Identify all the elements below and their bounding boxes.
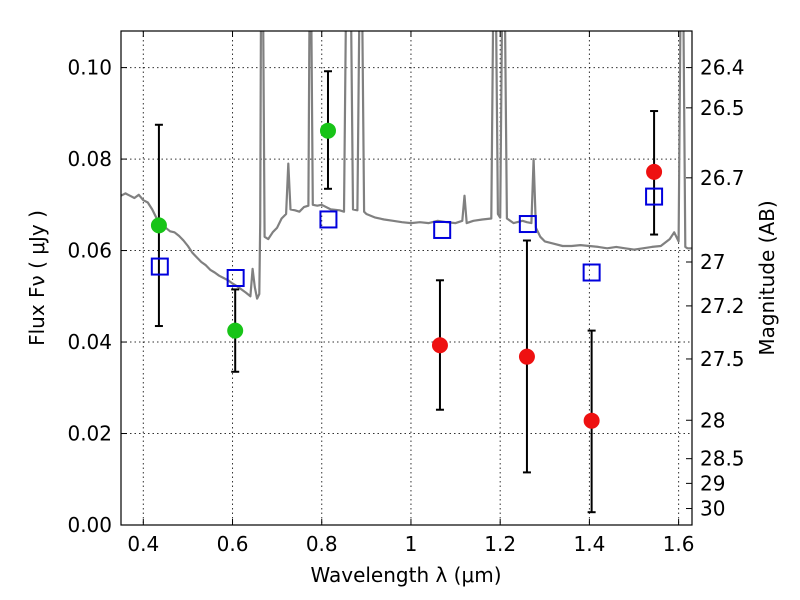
red-data-point (431, 337, 448, 354)
green-data-point (227, 322, 244, 339)
x-tick-label: 1.6 (663, 532, 695, 556)
y-tick-label: 0.08 (67, 147, 112, 171)
y2-axis-label: Magnitude (AB) (755, 200, 779, 355)
plot-frame (120, 30, 693, 526)
model-point (319, 210, 338, 229)
y2-tick-label: 28.5 (700, 447, 745, 471)
green-data-point (319, 122, 336, 139)
y2-tick-label: 28 (700, 408, 725, 432)
red-data-point (518, 348, 535, 365)
x-tick-label: 0.6 (217, 532, 249, 556)
y2-tick-label: 29 (700, 471, 725, 495)
red-data-point (646, 163, 663, 180)
y2-tick-label: 26.7 (700, 166, 745, 190)
axes: 0.4 0.6 0.8 1 1.2 1.4 1.6 0.00 0.02 0.04 0.06 0.08 0… (67, 31, 745, 556)
y2-tick-label: 26.4 (700, 56, 745, 80)
y-tick-label: 0.10 (67, 56, 112, 80)
y-tick-label: 0.06 (67, 239, 112, 263)
y2-tick-label: 26.5 (700, 96, 745, 120)
y-tick-label: 0.02 (67, 422, 112, 446)
x-axis-label: Wavelength λ (μm) (310, 563, 501, 587)
model-point (582, 263, 601, 282)
green-data-point (150, 217, 167, 234)
model-point (226, 269, 245, 287)
y2-tick-label: 27.2 (700, 294, 745, 318)
spectrum-layer (121, 31, 692, 300)
red-data-point (583, 412, 600, 429)
spectrum-line (121, 31, 692, 300)
x-tick-label: 1.4 (573, 532, 605, 556)
x-tick-label: 0.4 (127, 532, 159, 556)
y2-tick-label: 27.5 (700, 347, 745, 371)
model-point (645, 187, 664, 206)
data-points (150, 70, 664, 514)
model-point (150, 257, 169, 276)
y2-tick-label: 27 (700, 250, 725, 274)
y-axis-label: Flux Fν ( μJy ) (25, 210, 49, 346)
model-point (518, 215, 537, 234)
model-point (433, 220, 452, 239)
x-tick-label: 1.2 (484, 532, 516, 556)
x-tick-label: 0.8 (306, 532, 338, 556)
grid (121, 31, 692, 526)
y-tick-label: 0.04 (67, 330, 112, 354)
y2-tick-label: 30 (700, 497, 725, 521)
x-tick-label: 1 (405, 532, 418, 556)
y-tick-label: 0.00 (67, 513, 112, 537)
